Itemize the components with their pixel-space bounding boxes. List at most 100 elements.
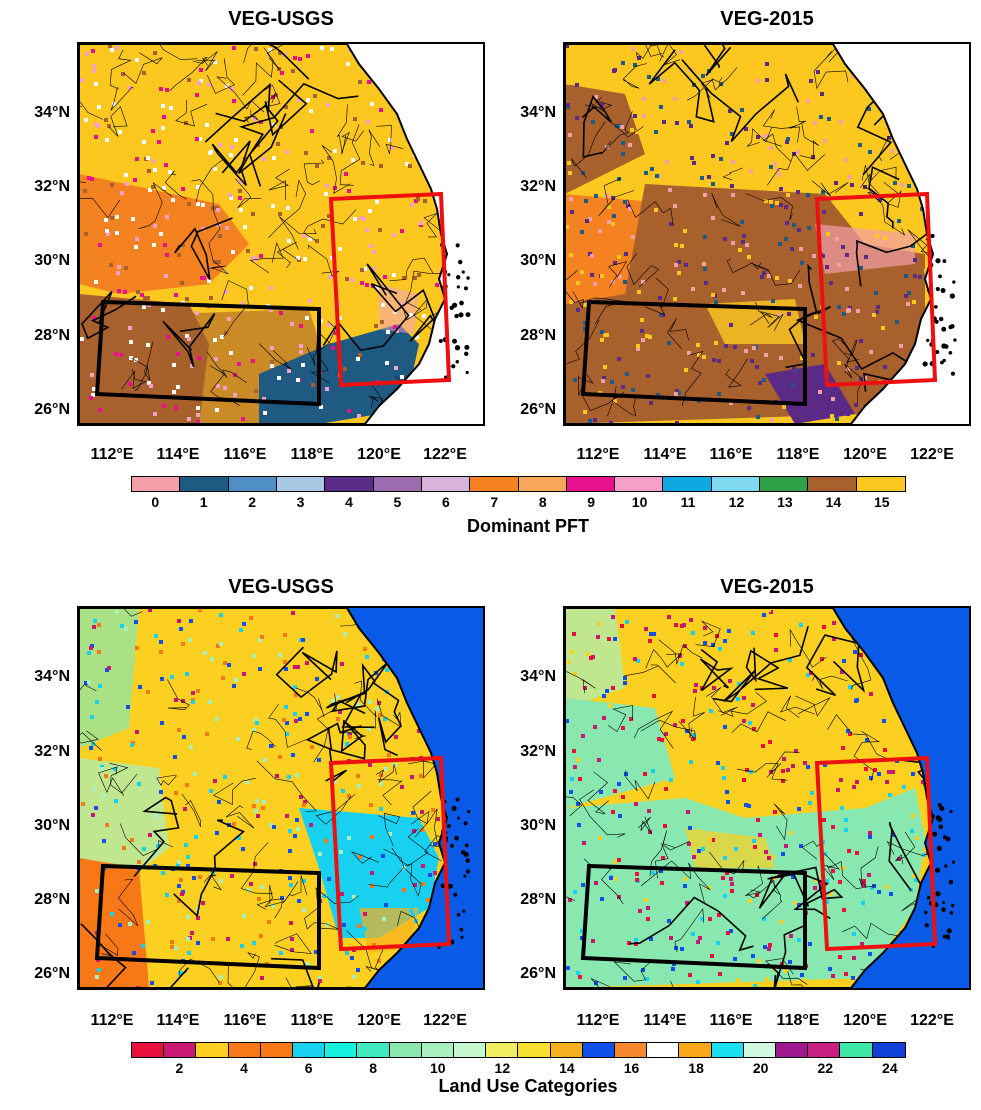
pft-label: 3	[296, 494, 305, 510]
lon-label: 112°E	[576, 446, 620, 463]
pft-label: 6	[441, 494, 450, 510]
pft-label: 4	[345, 494, 353, 510]
pft-label: 2	[248, 494, 256, 510]
landuse-swatch	[228, 1043, 261, 1057]
pft-swatch	[180, 477, 229, 491]
landuse-swatch	[325, 1043, 358, 1057]
pft-colorbar-title: Dominant PFT	[467, 516, 589, 536]
lon-label: 120°E	[843, 1012, 887, 1029]
landuse-label: 2	[175, 1060, 184, 1076]
lon-label: 116°E	[709, 1012, 753, 1029]
lat-label: 32°N	[34, 178, 70, 195]
lat-label: 34°N	[520, 104, 556, 121]
map-pft-usgs	[77, 42, 485, 426]
landuse-swatch	[647, 1043, 680, 1057]
pft-label: 11	[680, 494, 696, 510]
lon-label: 112°E	[90, 1012, 134, 1029]
pft-swatch	[373, 477, 422, 491]
lon-label: 120°E	[357, 446, 401, 463]
lat-label: 28°N	[520, 327, 556, 344]
lon-label: 112°E	[90, 446, 134, 463]
pft-swatch	[663, 477, 712, 491]
landuse-swatch	[293, 1043, 326, 1057]
pft-swatch	[711, 477, 761, 491]
pft-swatch	[325, 477, 374, 491]
landuse-swatch	[132, 1043, 165, 1057]
lon-label: 116°E	[223, 446, 267, 463]
lat-label: 32°N	[520, 743, 556, 760]
pft-label: 10	[631, 494, 648, 510]
pft-label: 14	[825, 494, 842, 510]
landuse-swatch	[486, 1043, 519, 1057]
landuse-swatch	[421, 1043, 455, 1057]
pft-label: 0	[151, 494, 160, 510]
pft-swatch	[132, 477, 181, 491]
landuse-swatch	[872, 1043, 905, 1057]
pft-label: 9	[587, 494, 596, 510]
lon-label: 122°E	[423, 1012, 467, 1029]
lon-label: 118°E	[290, 1012, 334, 1029]
pft-swatch	[276, 477, 326, 491]
lon-label: 114°E	[643, 1012, 687, 1029]
lon-label: 122°E	[910, 1012, 954, 1029]
landuse-swatch	[679, 1043, 712, 1057]
pft-label: 8	[538, 494, 547, 510]
panel-title-bottom-left: VEG-USGS	[228, 576, 334, 598]
landuse-swatch	[711, 1043, 744, 1057]
lon-label: 114°E	[156, 1012, 200, 1029]
landuse-swatch	[260, 1043, 294, 1057]
pft-swatch	[856, 477, 905, 491]
lat-label: 32°N	[520, 178, 556, 195]
landuse-swatch	[840, 1043, 873, 1057]
pft-swatch	[808, 477, 857, 491]
pft-swatch	[760, 477, 809, 491]
lon-label: 116°E	[223, 1012, 267, 1029]
lat-label: 28°N	[520, 891, 556, 908]
landuse-label: 18	[688, 1060, 704, 1076]
landuse-swatch	[582, 1043, 616, 1057]
landuse-colorbar	[131, 1042, 906, 1058]
lon-label: 120°E	[357, 1012, 401, 1029]
lon-label: 114°E	[643, 446, 687, 463]
landuse-label: 10	[429, 1060, 446, 1076]
pft-label: 13	[777, 494, 793, 510]
landuse-swatch	[454, 1043, 487, 1057]
landuse-colorbar-title: Land Use Categories	[438, 1076, 618, 1096]
lat-label: 30°N	[520, 252, 556, 269]
lon-label: 122°E	[423, 446, 467, 463]
landuse-swatch	[357, 1043, 390, 1057]
landuse-label: 6	[304, 1060, 313, 1076]
lat-label: 28°N	[34, 327, 70, 344]
landuse-swatch	[808, 1043, 841, 1057]
lat-label: 34°N	[520, 668, 556, 685]
map-lu-usgs	[77, 606, 485, 990]
landuse-label: 16	[623, 1060, 640, 1076]
lon-label: 116°E	[709, 446, 753, 463]
landuse-swatch	[550, 1043, 583, 1057]
lat-label: 30°N	[34, 817, 70, 834]
pft-label: 1	[199, 494, 208, 510]
pft-swatch	[615, 477, 664, 491]
landuse-swatch	[164, 1043, 197, 1057]
landuse-label: 24	[882, 1060, 898, 1076]
landuse-swatch	[743, 1043, 777, 1057]
pft-label: 7	[490, 494, 499, 510]
lat-label: 26°N	[520, 965, 556, 982]
pft-label: 5	[393, 494, 402, 510]
lat-label: 34°N	[34, 668, 70, 685]
pft-swatch	[470, 477, 519, 491]
pft-label: 12	[728, 494, 745, 510]
lat-label: 30°N	[34, 252, 70, 269]
panel-title-top-left: VEG-USGS	[228, 8, 334, 30]
lat-label: 34°N	[34, 104, 70, 121]
pft-swatch	[566, 477, 616, 491]
landuse-label: 4	[240, 1060, 248, 1076]
landuse-swatch	[518, 1043, 551, 1057]
map-lu-2015	[563, 606, 971, 990]
lon-label: 118°E	[776, 1012, 820, 1029]
landuse-label: 20	[752, 1060, 769, 1076]
lon-label: 114°E	[156, 446, 200, 463]
panel-title-top-right: VEG-2015	[720, 8, 814, 30]
pft-swatch	[228, 477, 277, 491]
landuse-label: 8	[369, 1060, 378, 1076]
